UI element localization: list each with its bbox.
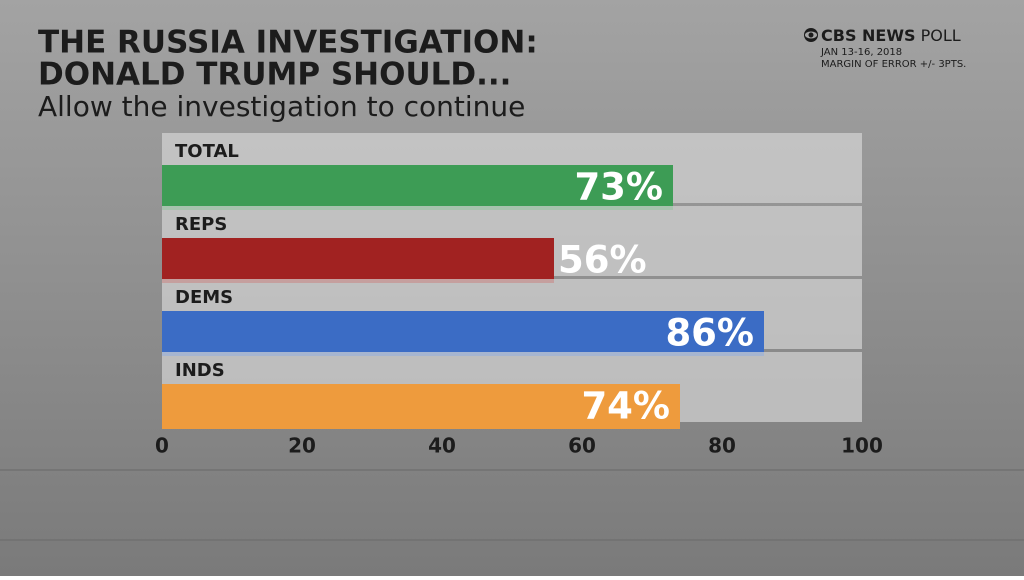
value-label: 73% <box>574 166 663 209</box>
source-name: POLL <box>921 26 961 45</box>
source-brand: CBS NEWS <box>821 26 916 45</box>
value-label: 56% <box>558 239 647 282</box>
x-tick-label: 0 <box>155 434 169 458</box>
bar <box>162 165 673 210</box>
value-label: 74% <box>581 385 670 428</box>
category-label: REPS <box>175 214 227 235</box>
value-label: 86% <box>665 312 754 355</box>
subtitle: Allow the investigation to continue <box>38 90 525 123</box>
cbs-logo <box>804 28 818 42</box>
title-line: THE RUSSIA INVESTIGATION: <box>38 25 538 61</box>
x-tick-label: 20 <box>288 434 316 458</box>
x-tick-label: 80 <box>708 434 736 458</box>
x-tick-label: 40 <box>428 434 456 458</box>
title-line: DONALD TRUMP SHOULD... <box>38 57 511 93</box>
category-label: DEMS <box>175 287 233 308</box>
category-label: TOTAL <box>175 141 239 162</box>
fence <box>0 469 1024 541</box>
x-tick-label: 100 <box>841 434 883 458</box>
bar <box>162 384 680 429</box>
source-dates: JAN 13-16, 2018 <box>820 47 902 58</box>
category-label: INDS <box>175 360 225 381</box>
x-tick-label: 60 <box>568 434 596 458</box>
bar <box>162 238 554 283</box>
bar <box>162 311 764 356</box>
source-margin: MARGIN OF ERROR +/- 3PTS. <box>821 59 966 70</box>
source-title: CBS NEWS POLL <box>821 26 961 45</box>
